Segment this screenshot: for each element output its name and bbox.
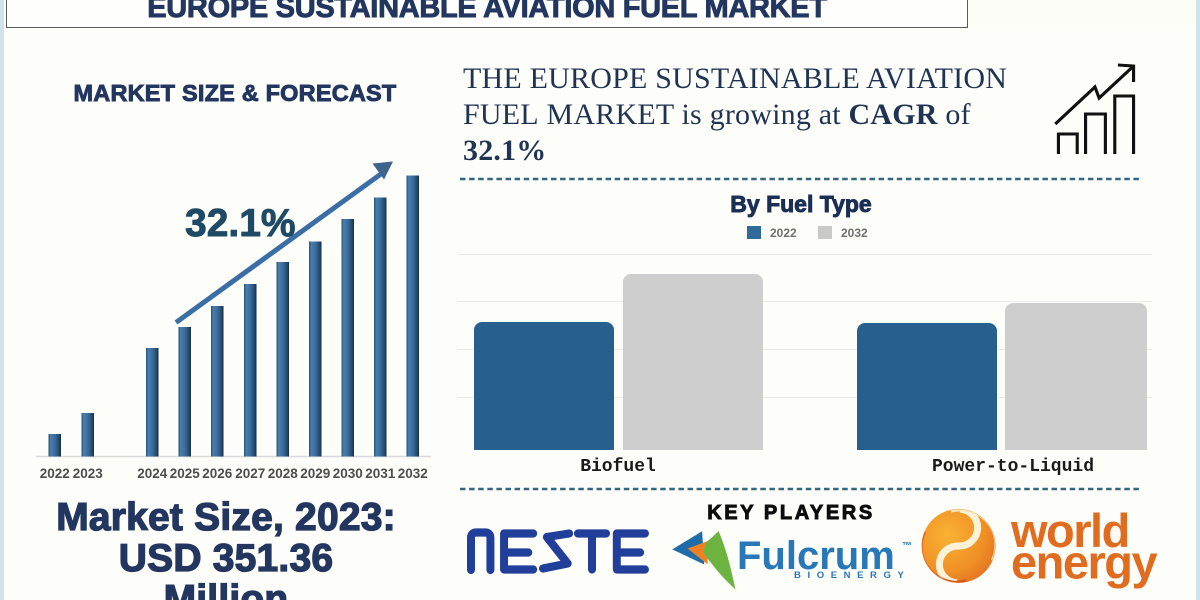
svg-text:energy: energy	[1011, 536, 1157, 589]
svg-text:Fulcrum: Fulcrum	[737, 534, 895, 578]
svg-text:world: world	[1010, 505, 1129, 557]
svg-text:™: ™	[902, 541, 912, 552]
svg-text:BIOENERGY: BIOENERGY	[794, 570, 910, 581]
